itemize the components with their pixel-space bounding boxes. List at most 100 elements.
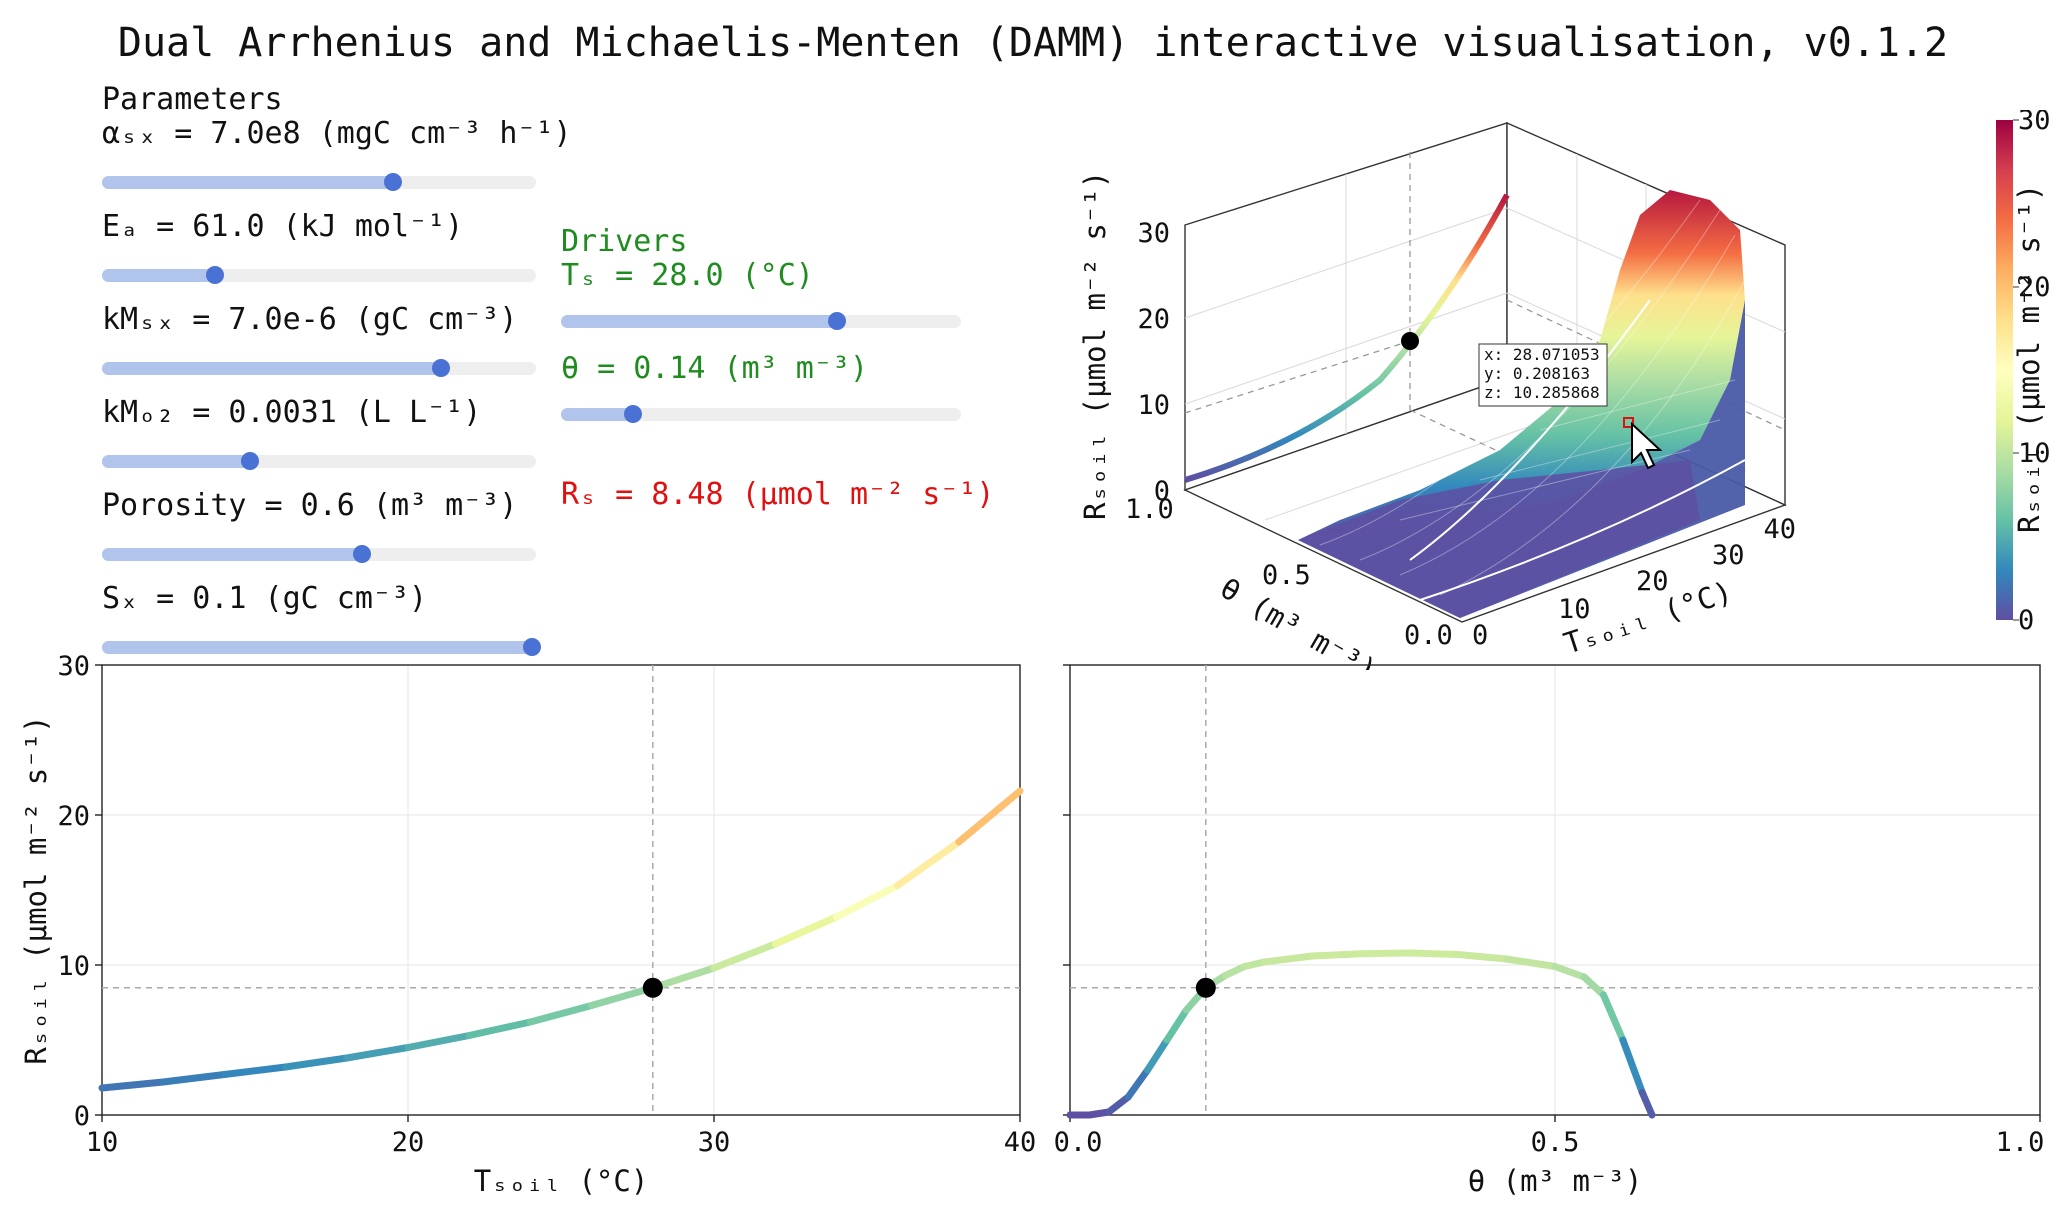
surface-plot-3d[interactable]: x: 28.071053 y: 0.208163 z: 10.285868 0 … <box>1060 110 1800 670</box>
curve-segment-8 <box>588 984 657 1009</box>
curve-segment-6 <box>465 1018 534 1039</box>
curve-segment-13 <box>1406 949 1462 958</box>
y-tick-0-5: 0.5 <box>1262 560 1311 591</box>
curve-segment-10 <box>1260 952 1316 966</box>
porosity-slider[interactable] <box>102 545 536 563</box>
curve-segment-3 <box>282 1054 351 1071</box>
x-tick-40: 40 <box>1763 514 1796 545</box>
mouse-cursor-icon <box>1631 421 1663 470</box>
soil-moisture-slider[interactable] <box>561 405 961 423</box>
hover-point[interactable] <box>1623 417 1634 428</box>
alpha-sx-slider-knob[interactable] <box>383 173 402 191</box>
surface-driver-curves <box>1409 299 1746 601</box>
soil-temperature-slider-knob[interactable] <box>828 312 846 330</box>
surface-mesh-lines <box>1319 199 1746 596</box>
curve-segment-19 <box>1619 1036 1646 1096</box>
drivers-heading: Drivers <box>561 224 688 259</box>
colorbar: 0 10 20 30 <box>1996 110 2051 630</box>
porosity-label: Porosity = 0.6 (m³ m⁻³) <box>102 488 518 523</box>
x-tick-label-2: 1.0 <box>1996 1127 2045 1158</box>
substrate-slider[interactable] <box>102 638 541 656</box>
colorbar-label-box: Rₛₒᵢₗ (μmol m⁻² s⁻¹) <box>2012 184 2046 533</box>
tooltip-y: y: 0.208163 <box>1484 364 1590 383</box>
y-tick-label-3: 30 <box>57 651 90 682</box>
activation-energy-label: Eₐ = 61.0 (kJ mol⁻¹) <box>102 209 464 244</box>
curve-segment-12 <box>832 882 902 921</box>
surface-wall-curve <box>1184 193 1510 483</box>
curve-segment-13 <box>894 838 963 889</box>
km-sx-slider-fill <box>102 362 441 375</box>
z-tick-20: 20 <box>1137 304 1170 335</box>
km-o2-slider[interactable] <box>102 452 536 470</box>
y-axis-label: Rₛₒᵢₗ (μmol m⁻² s⁻¹) <box>19 715 53 1064</box>
activation-energy-slider-fill <box>102 269 215 282</box>
soil-temperature-label: Tₛ = 28.0 (°C) <box>561 258 814 293</box>
km-o2-slider-knob[interactable] <box>240 452 259 470</box>
activation-energy-slider-knob[interactable] <box>205 266 224 284</box>
tooltip-z: z: 10.285868 <box>1484 383 1600 402</box>
data-tooltip: x: 28.071053 y: 0.208163 z: 10.285868 <box>1478 343 1608 407</box>
colorbar-label: Rₛₒᵢₗ (μmol m⁻² s⁻¹) <box>2012 184 2046 533</box>
x-tick-label-0: 10 <box>86 1127 119 1158</box>
curve-segment-5 <box>1163 1006 1190 1044</box>
moisture-response-chart[interactable]: 0.0 0.5 1.0 θ (m³ m⁻³) <box>1040 640 2066 1218</box>
porosity-slider-fill <box>102 548 363 561</box>
z-tick-10: 10 <box>1137 390 1170 421</box>
colorbar-tick-10: 10 <box>2018 438 2051 469</box>
curve-segment-9 <box>649 964 718 992</box>
surface-y-ticks: 0.0 0.5 1.0 <box>1125 494 1453 651</box>
curve-segment-1 <box>159 1071 228 1086</box>
alpha-sx-label: αₛₓ = 7.0e8 (mgC cm⁻³ h⁻¹) <box>102 116 572 151</box>
activation-energy-slider[interactable] <box>102 266 536 284</box>
soil-respiration-result: Rₛ = 8.48 (μmol m⁻² s⁻¹) <box>561 477 995 512</box>
parameters-panel: Parameters αₛₓ = 7.0e8 (mgC cm⁻³ h⁻¹) Eₐ… <box>102 82 572 656</box>
curve-segment-5 <box>404 1032 473 1051</box>
page-title: Dual Arrhenius and Michaelis-Menten (DAM… <box>117 20 1949 66</box>
substrate-label: Sₓ = 0.1 (gC cm⁻³) <box>102 581 428 616</box>
x-tick-label-3: 40 <box>1004 1127 1037 1158</box>
driver-marker <box>1195 977 1216 998</box>
plot-frame <box>101 664 1021 1116</box>
y-tick-label-0: 0 <box>74 1101 90 1132</box>
curve-segment-0 <box>98 1078 167 1092</box>
km-o2-label: kMₒ₂ = 0.0031 (L L⁻¹) <box>102 395 482 430</box>
x-axis-label: Tₛₒᵢₗ (°C) <box>474 1164 649 1198</box>
y-tick-0: 0.0 <box>1404 620 1453 651</box>
km-o2-slider-fill <box>102 455 250 468</box>
x-tick-label-1: 20 <box>392 1127 425 1158</box>
soil-moisture-label: θ = 0.14 (m³ m⁻³) <box>561 351 869 386</box>
curve-segment-4 <box>1144 1036 1171 1074</box>
soil-temperature-slider[interactable] <box>561 312 961 330</box>
colorbar-tick-30: 30 <box>2018 110 2051 136</box>
km-sx-slider[interactable] <box>102 359 536 377</box>
alpha-sx-slider-fill <box>102 176 393 189</box>
x-tick-20: 20 <box>1636 566 1669 597</box>
x-tick-30: 30 <box>1712 540 1745 571</box>
y-tick-1: 1.0 <box>1125 494 1174 525</box>
x-tick-label-2: 30 <box>698 1127 731 1158</box>
y-tick-label-2: 20 <box>57 801 90 832</box>
curve-segment-15 <box>1503 955 1559 970</box>
colorbar-gradient <box>1996 120 2013 620</box>
km-sx-slider-knob[interactable] <box>431 359 450 377</box>
soil-moisture-slider-knob[interactable] <box>624 405 642 423</box>
porosity-slider-knob[interactable] <box>353 545 372 563</box>
surface-x-ticks: 0 10 20 30 40 <box>1472 514 1796 651</box>
curve-segment-11 <box>1309 950 1365 960</box>
colorbar-tick-20: 20 <box>2018 272 2051 303</box>
curve-segment-3 <box>1124 1066 1152 1101</box>
soil-moisture-slider-fill <box>561 408 633 421</box>
curve-segment-4 <box>343 1044 412 1062</box>
alpha-sx-slider[interactable] <box>102 173 536 191</box>
x-tick-label-1: 0.5 <box>1531 1127 1580 1158</box>
surface-low-region <box>1298 460 1700 618</box>
tooltip-x: x: 28.071053 <box>1484 345 1600 364</box>
substrate-slider-knob[interactable] <box>522 638 541 656</box>
km-sx-label: kMₛₓ = 7.0e-6 (gC cm⁻³) <box>102 302 518 337</box>
curve-segment-2 <box>1105 1093 1132 1116</box>
surface-z-label: Rₛₒᵢₗ (μmol m⁻² s⁻¹) <box>1078 171 1112 520</box>
x-tick-0: 0 <box>1472 620 1488 651</box>
surface-z-ticks: 0 10 20 30 <box>1137 218 1170 507</box>
z-tick-0: 0 <box>1154 476 1170 507</box>
